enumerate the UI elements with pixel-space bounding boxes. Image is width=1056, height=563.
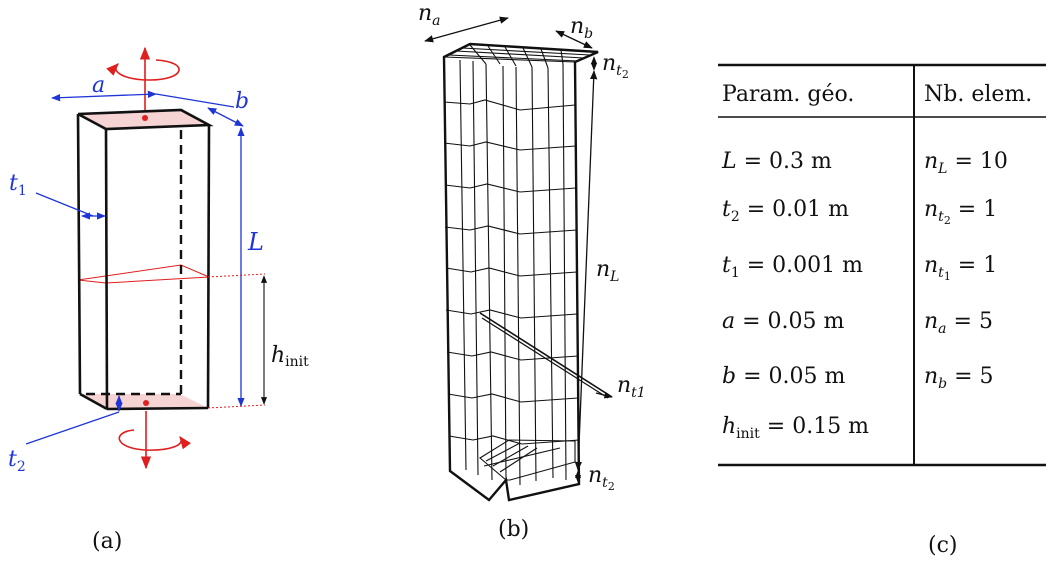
- hidden-edges: [86, 130, 183, 396]
- dim-b-arrow: [207, 107, 244, 127]
- t1-leader: [35, 192, 94, 217]
- elem-row-5: nb = 5: [924, 364, 994, 392]
- mid-section: [77, 264, 210, 284]
- elem-row-3: nt1 = 1: [924, 253, 997, 283]
- t2-leader: [25, 411, 120, 445]
- label-t1: t1: [9, 171, 27, 199]
- label-a: a: [92, 73, 105, 98]
- bottom-rotation-arc: [118, 429, 191, 451]
- top-center-dot: [142, 115, 148, 121]
- label-nL: nL: [596, 257, 619, 285]
- caption-b: (b): [498, 517, 529, 542]
- dim-a-arrow: [51, 90, 157, 102]
- h-ext-bot: [207, 404, 266, 409]
- dim-nL-arrow: [574, 70, 598, 471]
- dim-ext-line: [155, 93, 235, 108]
- label-nt2-top: nt2: [602, 51, 629, 81]
- label-na: na: [418, 1, 441, 29]
- top-face-mesh: [443, 43, 599, 69]
- label-h-init: hinit: [271, 343, 309, 370]
- header-param: Param. géo.: [722, 82, 854, 107]
- param-row-6: hinit = 0.15 m: [722, 414, 869, 442]
- label-nt1: nt1: [617, 373, 646, 401]
- label-nb: nb: [570, 14, 593, 42]
- panel-b: [424, 16, 613, 502]
- panel-c-table: Param. géo. Nb. elem. L = 0.3 m t2 = 0.0…: [718, 63, 1046, 558]
- param-row-1: L = 0.3 m: [721, 149, 832, 174]
- param-row-4: a = 0.05 m: [722, 309, 845, 334]
- horizontal-mesh: [443, 99, 580, 445]
- elem-row-2: nt2 = 1: [924, 197, 997, 227]
- bottom-center-dot: [143, 400, 149, 406]
- panel-b-labels: na nb nt2 nL nt1 nt2 (b): [418, 1, 646, 542]
- param-row-3: t1 = 0.001 m: [722, 253, 863, 281]
- label-L: L: [247, 228, 264, 256]
- caption-a: (a): [92, 529, 122, 554]
- box-edges: [76, 108, 214, 411]
- header-elem: Nb. elem.: [924, 82, 1032, 107]
- param-row-2: t2 = 0.01 m: [722, 197, 849, 225]
- caption-c: (c): [928, 533, 958, 558]
- label-nt2-bot: nt2: [588, 463, 615, 493]
- dim-nb-arrow: [555, 30, 593, 49]
- label-t2: t2: [8, 447, 26, 475]
- dim-na-arrow: [424, 16, 509, 43]
- elem-row-4: na = 5: [924, 309, 993, 337]
- h-ext-top: [207, 273, 266, 278]
- label-b: b: [235, 89, 249, 114]
- panel-a: a b L t1 t2 hinit (a): [8, 46, 309, 554]
- elem-row-1: nL = 10: [924, 149, 1008, 177]
- param-row-5: b = 0.05 m: [722, 364, 845, 389]
- nt1-arrow: [595, 391, 613, 399]
- top-rotation-arc: [106, 59, 180, 81]
